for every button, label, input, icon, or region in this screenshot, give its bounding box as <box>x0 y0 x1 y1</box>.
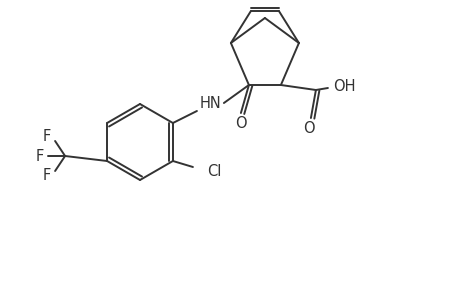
Text: HN: HN <box>200 95 221 110</box>
Text: Cl: Cl <box>207 164 221 178</box>
Text: F: F <box>36 148 44 164</box>
Text: F: F <box>43 169 51 184</box>
Text: OH: OH <box>332 79 354 94</box>
Text: F: F <box>43 128 51 143</box>
Text: O: O <box>235 116 246 130</box>
Text: O: O <box>302 121 314 136</box>
